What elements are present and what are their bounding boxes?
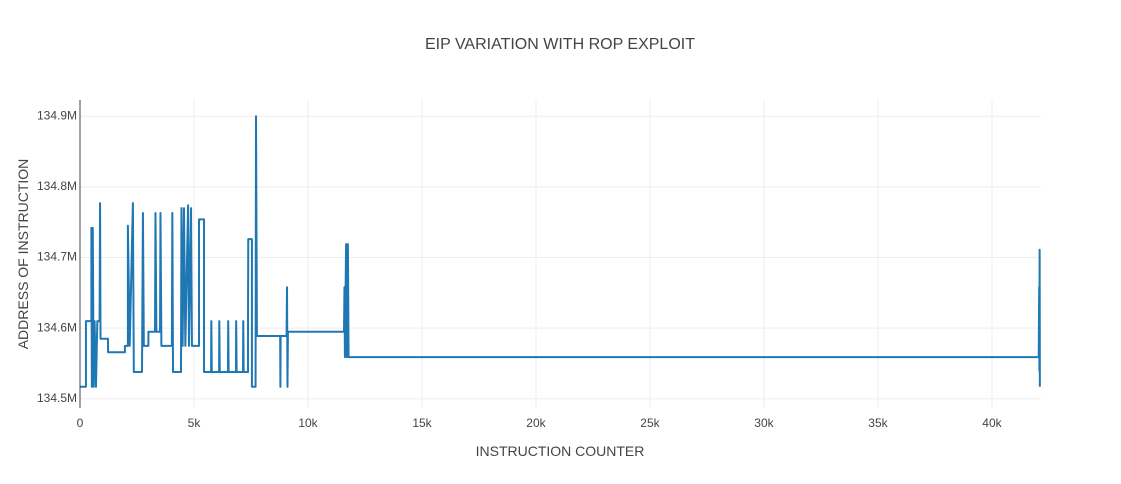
x-tick-label: 15k	[412, 416, 432, 430]
y-tick-label: 134.7M	[37, 250, 77, 264]
x-tick-label: 35k	[868, 416, 888, 430]
x-tick-label: 10k	[298, 416, 318, 430]
data-line	[80, 115, 1041, 388]
x-tick-label: 20k	[526, 416, 546, 430]
y-tick-label: 134.6M	[37, 320, 77, 334]
x-axis-title: INSTRUCTION COUNTER	[476, 443, 645, 459]
chart-title: EIP VARIATION WITH ROP EXPLOIT	[425, 36, 695, 53]
x-tick-label: 30k	[754, 416, 774, 430]
y-axis-title: ADDRESS OF INSTRUCTION	[15, 159, 31, 350]
y-tick-label: 134.8M	[37, 179, 77, 193]
plot-area	[80, 115, 1041, 388]
grid	[79, 100, 1041, 408]
y-tick-label: 134.5M	[37, 391, 77, 405]
x-tick-label: 5k	[188, 416, 202, 430]
x-tick-label: 0	[77, 416, 84, 430]
x-tick-label: 40k	[982, 416, 1002, 430]
y-tick-label: 134.9M	[37, 108, 77, 122]
x-tick-label: 25k	[640, 416, 660, 430]
